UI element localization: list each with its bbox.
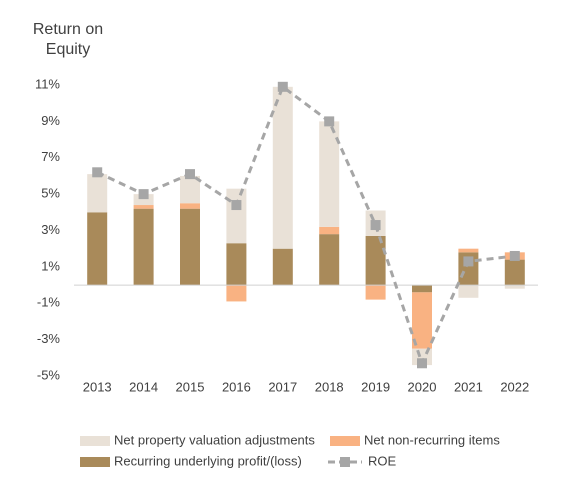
legend-swatch — [80, 436, 110, 446]
legend-label: ROE — [368, 453, 397, 468]
bar-segment — [133, 208, 154, 286]
marker — [324, 116, 335, 127]
x-tick-label: 2013 — [83, 379, 112, 394]
bar-segment — [365, 235, 386, 286]
bar-segment — [458, 248, 479, 253]
y-tick-label: 3% — [41, 222, 60, 237]
bar-segment — [319, 234, 340, 286]
bar-segment — [412, 292, 432, 349]
legend-marker — [340, 457, 350, 467]
legend-label: Net non-recurring items — [364, 432, 500, 447]
marker — [185, 169, 195, 180]
bar-segment — [319, 226, 340, 235]
line — [96, 84, 515, 368]
bar-segment — [272, 86, 293, 249]
y-tick-label: -5% — [37, 367, 61, 382]
marker — [92, 167, 103, 178]
bar-segment — [365, 285, 386, 300]
chart-title: Return on Equity — [32, 21, 104, 58]
legend-swatch — [80, 457, 110, 467]
bar-segment — [458, 285, 479, 298]
bar-segment — [319, 121, 340, 227]
marker — [277, 81, 288, 92]
marker — [463, 256, 474, 267]
marker — [509, 250, 520, 261]
legend-label: Net property valuation adjustments — [114, 432, 315, 447]
x-tick-label: 2022 — [500, 379, 529, 394]
y-tick-label: 7% — [41, 149, 60, 164]
bar-segment — [504, 259, 525, 286]
y-tick-label: 1% — [41, 258, 60, 273]
legend-swatch — [330, 436, 360, 446]
bar-segment — [180, 208, 200, 286]
marker — [370, 220, 381, 231]
bar-segment — [412, 285, 432, 293]
bar-segment — [180, 175, 200, 204]
bar-segment — [504, 285, 525, 289]
y-tick-label: -1% — [37, 295, 61, 310]
bar-segment — [226, 243, 247, 286]
x-tick-label: 2019 — [361, 379, 390, 394]
bar-segment — [133, 194, 154, 206]
x-tick-label: 2014 — [129, 379, 158, 394]
legend-label: Recurring underlying profit/(loss) — [114, 453, 302, 468]
y-tick-label: 5% — [41, 186, 60, 201]
x-tick-label: 2021 — [454, 379, 483, 394]
marker — [417, 358, 427, 369]
bar-segment — [226, 285, 247, 302]
bar-segment — [272, 248, 293, 286]
marker — [231, 200, 242, 211]
bar-segment — [87, 212, 108, 286]
marker — [138, 189, 149, 200]
bar-segment — [226, 188, 247, 244]
x-tick-label: 2016 — [222, 379, 251, 394]
y-tick-label: 9% — [41, 113, 60, 128]
y-tick-label: -3% — [37, 331, 61, 346]
bar-segment — [87, 174, 108, 213]
x-tick-label: 2020 — [408, 379, 437, 394]
x-tick-label: 2018 — [315, 379, 344, 394]
x-tick-label: 2017 — [268, 379, 297, 394]
x-tick-label: 2015 — [176, 379, 205, 394]
bar-segment — [133, 205, 154, 209]
y-tick-label: 11% — [35, 76, 60, 91]
bar-segment — [180, 203, 200, 209]
